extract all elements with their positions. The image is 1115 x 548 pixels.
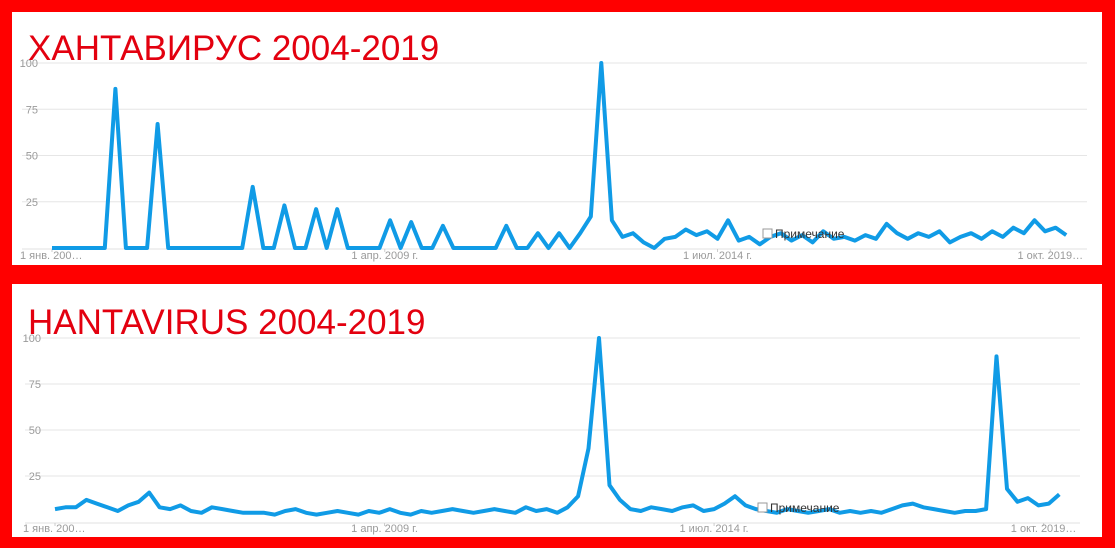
y-tick-label: 25 — [29, 471, 41, 483]
chart-title: HANTAVIRUS 2004-2019 — [28, 303, 426, 342]
x-tick-label: 1 апр. 2009 г. — [351, 523, 418, 535]
annotation-icon — [757, 502, 768, 513]
x-tick-label: 1 янв. 200… — [20, 250, 83, 262]
x-tick-label: 1 июл. 2014 г. — [680, 523, 749, 535]
y-tick-label: 75 — [26, 104, 38, 116]
data-line — [54, 336, 1061, 517]
y-tick-label: 100 — [20, 58, 38, 70]
y-tick-label: 100 — [23, 333, 41, 345]
x-tick-label: 1 окт. 2019… — [1011, 523, 1077, 535]
annotation: Примечание — [770, 501, 840, 515]
chart-title: ХАНТАВИРУС 2004-2019 — [28, 29, 439, 68]
annotation-icon — [762, 228, 773, 239]
y-tick-label: 25 — [26, 197, 38, 209]
x-tick-label: 1 окт. 2019… — [1017, 250, 1083, 262]
data-line — [52, 61, 1068, 250]
panel — [12, 284, 1102, 537]
x-tick-label: 1 июл. 2014 г. — [683, 250, 752, 262]
y-tick-label: 75 — [29, 379, 41, 391]
panel — [12, 12, 1102, 265]
annotation: Примечание — [775, 227, 845, 241]
x-tick-label: 1 апр. 2009 г. — [351, 250, 418, 262]
y-tick-label: 50 — [29, 425, 41, 437]
y-tick-label: 50 — [26, 151, 38, 163]
x-tick-label: 1 янв. 200… — [23, 523, 86, 535]
